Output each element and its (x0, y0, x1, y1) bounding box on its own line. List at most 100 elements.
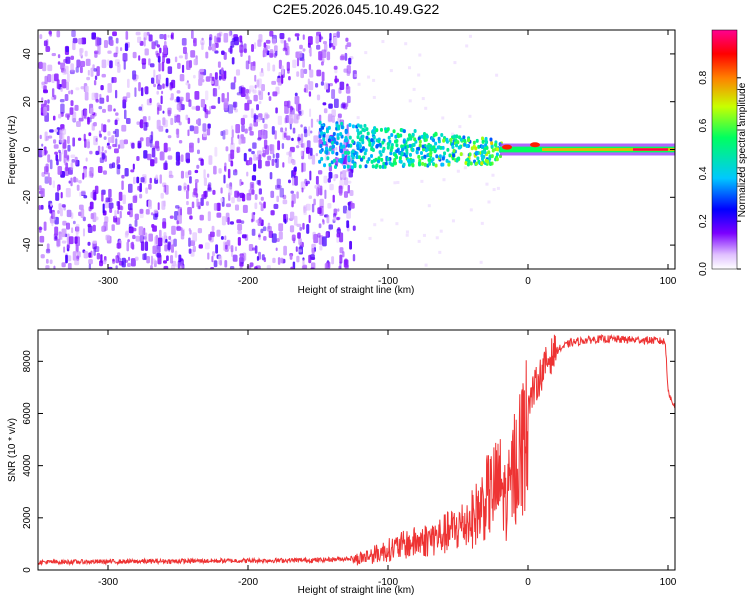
spectrogram-cell (149, 139, 153, 148)
spectrogram-cell (263, 47, 267, 57)
spectrogram-cell (405, 148, 409, 153)
spectrogram-cell (139, 137, 144, 142)
spectrogram-cell (365, 135, 369, 140)
spectrogram-cell (486, 159, 490, 164)
spectrogram-cell (76, 245, 79, 252)
spectrogram-cell (387, 142, 391, 147)
spectrogram-cell (102, 224, 105, 231)
spectrogram-cell (135, 31, 141, 36)
spectrogram-cell (269, 144, 275, 155)
spectrogram-cell (213, 260, 218, 268)
spectrogram-cell (378, 164, 382, 169)
spectrogram-cell (113, 148, 119, 154)
spectrogram-cell (55, 154, 59, 161)
spectrogram-cell (163, 265, 169, 269)
spectrogram-cell (66, 255, 72, 262)
spectrogram-cell (323, 108, 328, 114)
spectrogram-cell (336, 236, 340, 243)
spectrogram-cell (156, 252, 162, 258)
spectrogram-cell (227, 216, 230, 225)
spectrogram-cell (328, 147, 332, 152)
spectrogram-cell (278, 231, 283, 240)
spectrogram-cell (196, 164, 200, 169)
spectrogram-cell (206, 173, 210, 178)
spectrogram-cell (336, 133, 340, 138)
spectrogram-cell (211, 255, 214, 263)
spectrogram-cell (245, 60, 250, 70)
spectrogram-cell (126, 92, 131, 99)
spectrogram-cell (60, 103, 65, 114)
spectrogram-cell (262, 149, 266, 158)
spectrogram-cell (495, 152, 499, 157)
spectrogram-cell (262, 226, 267, 232)
spectrogram-cell (465, 143, 469, 148)
spectrogram-cell (169, 97, 174, 101)
y-tick-label: -20 (22, 190, 33, 205)
spectrogram-cell (119, 210, 122, 219)
spectrogram-cell (121, 174, 125, 179)
spectrogram-cell (397, 134, 401, 139)
spectrogram-cell (176, 220, 179, 225)
x-tick-label: -100 (378, 276, 398, 287)
spectrogram-cell (121, 180, 124, 191)
snr-y-label: SNR (10 * v/v) (7, 418, 18, 482)
spectrogram-cell (353, 150, 357, 155)
spectrogram-cell (336, 228, 341, 234)
spectrogram-cell (487, 200, 491, 204)
spectrogram-cell (319, 205, 324, 216)
spectrogram-cell (107, 59, 110, 66)
spectrogram-cell (40, 204, 44, 210)
spectrogram-cell (346, 95, 351, 104)
spectrogram-cell (139, 40, 144, 46)
spectrogram-cell (424, 263, 428, 267)
spectrogram-cell (201, 42, 204, 50)
spectrogram-cell (46, 243, 50, 252)
spectrogram-cell (103, 136, 107, 140)
spectrogram-cell (373, 223, 377, 227)
spectrogram-cell (384, 161, 388, 166)
spectrogram-cell (346, 164, 350, 169)
spectrogram-cell (462, 135, 466, 140)
spectrogram-cell (81, 37, 87, 45)
spectrogram-cell (453, 61, 457, 65)
spectrogram-cell (260, 228, 264, 234)
spectrogram-cell (76, 59, 81, 68)
spectrogram-cell (311, 154, 316, 165)
spectrogram-cell (370, 138, 374, 143)
spectrogram-cell (349, 240, 353, 250)
spectrogram-cell (453, 134, 457, 139)
spectrogram-cell (333, 208, 338, 216)
spectrogram-cell (343, 68, 349, 73)
spectrogram-cell (101, 73, 106, 78)
spectrogram-cell (349, 189, 354, 196)
spectrogram-cell (44, 131, 48, 142)
spectrogram-cell (209, 105, 212, 112)
spectrogram-cell (332, 194, 335, 203)
x-tick-label: 100 (660, 577, 677, 588)
spectrogram-cell (364, 51, 368, 55)
spectrogram-cell (214, 79, 219, 87)
spectrogram-cell (358, 164, 362, 169)
spectrogram-cell (469, 208, 473, 212)
spectrogram-cell (157, 84, 162, 90)
spectrogram-cell (381, 149, 385, 154)
spectrogram-cell (231, 129, 234, 139)
spectrogram-cell (212, 189, 216, 195)
spectrogram-cell (109, 39, 114, 47)
spectrogram-cell (331, 136, 335, 141)
spectrogram-cell (466, 157, 470, 162)
spectrogram-cell (165, 77, 169, 87)
spectrogram-cell (127, 211, 131, 215)
spectrogram-cell (309, 147, 313, 156)
spectrogram-cell (261, 84, 265, 92)
spectrogram-cell (458, 125, 462, 129)
spectrogram-cell (276, 185, 282, 189)
spectrogram-cell (188, 227, 191, 232)
spectrogram-cell (344, 130, 348, 135)
spectrogram-cell (324, 146, 328, 151)
spectrogram-cell (112, 130, 116, 135)
spectrogram-cell (321, 49, 327, 59)
spectrogram-cell (125, 118, 131, 124)
spectrogram-cell (214, 72, 218, 80)
spectrogram-cell (127, 78, 130, 89)
